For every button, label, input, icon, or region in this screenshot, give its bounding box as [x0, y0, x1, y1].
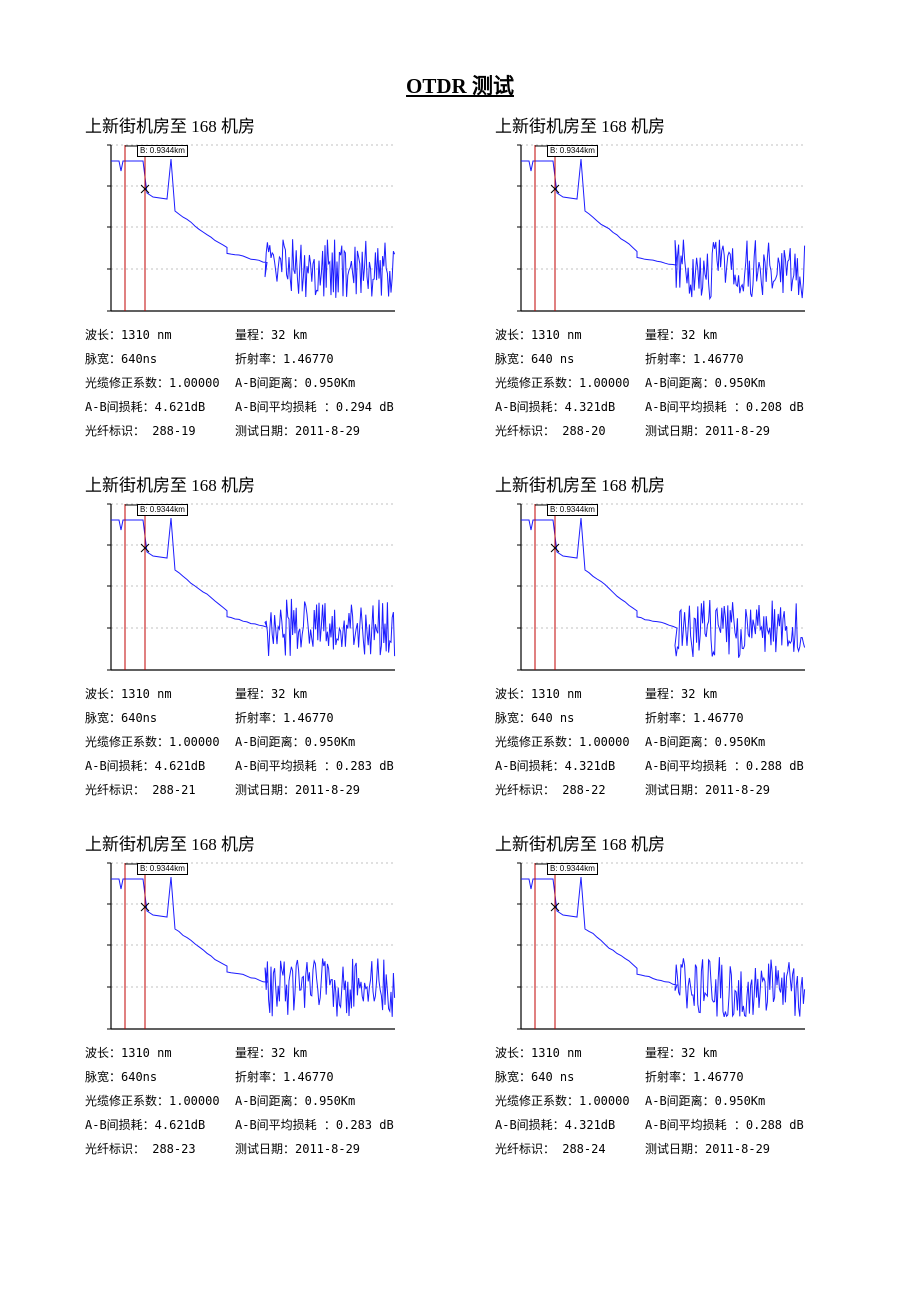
panel-title: 上新街机房至 168 机房: [495, 830, 835, 855]
refraction-field: 折射率：1.46770: [645, 706, 744, 730]
fiber-id-field: 光纤标识： 288-20: [495, 419, 645, 443]
fiber-id-field: 光纤标识： 288-19: [85, 419, 235, 443]
ab-avg-loss-field: A-B间平均损耗 ：0.288 dB: [645, 754, 804, 778]
ab-avg-loss-field: A-B间平均损耗 ：0.288 dB: [645, 1113, 804, 1137]
refraction-field: 折射率：1.46770: [235, 706, 334, 730]
otdr-panel: 上新街机房至 168 机房 B: 0.9344km 波长：1310 nm 量程：…: [85, 471, 425, 802]
cursor-b-label: B: 0.9344km: [137, 504, 188, 516]
corr-field: 光缆修正系数：1.00000: [85, 371, 235, 395]
panel-info: 波长：1310 nm 量程：32 km 脉宽：640 ns 折射率：1.4677…: [495, 1041, 835, 1161]
panel-info: 波长：1310 nm 量程：32 km 脉宽：640 ns 折射率：1.4677…: [495, 323, 835, 443]
ab-distance-field: A-B间距离：0.950Km: [645, 730, 765, 754]
ab-distance-field: A-B间距离：0.950Km: [235, 1089, 355, 1113]
wavelength-field: 波长：1310 nm: [85, 682, 235, 706]
refraction-field: 折射率：1.46770: [645, 1065, 744, 1089]
wavelength-field: 波长：1310 nm: [85, 1041, 235, 1065]
wavelength-field: 波长：1310 nm: [495, 1041, 645, 1065]
ab-loss-field: A-B间损耗：4.321dB: [495, 754, 645, 778]
fiber-id-field: 光纤标识： 288-21: [85, 778, 235, 802]
corr-field: 光缆修正系数：1.00000: [495, 371, 645, 395]
corr-field: 光缆修正系数：1.00000: [85, 730, 235, 754]
pulse-field: 脉宽：640 ns: [495, 706, 645, 730]
otdr-trace-chart: B: 0.9344km: [95, 141, 400, 317]
fiber-id-field: 光纤标识： 288-23: [85, 1137, 235, 1161]
ab-avg-loss-field: A-B间平均损耗 ：0.208 dB: [645, 395, 804, 419]
ab-avg-loss-field: A-B间平均损耗 ：0.283 dB: [235, 754, 394, 778]
panel-title: 上新街机房至 168 机房: [495, 112, 835, 137]
test-date-field: 测试日期：2011-8-29: [235, 1137, 360, 1161]
corr-field: 光缆修正系数：1.00000: [495, 730, 645, 754]
pulse-field: 脉宽：640 ns: [495, 347, 645, 371]
otdr-trace-chart: B: 0.9344km: [505, 859, 810, 1035]
ab-distance-field: A-B间距离：0.950Km: [235, 730, 355, 754]
pulse-field: 脉宽：640ns: [85, 347, 235, 371]
wavelength-field: 波长：1310 nm: [85, 323, 235, 347]
panel-title: 上新街机房至 168 机房: [85, 830, 425, 855]
refraction-field: 折射率：1.46770: [235, 1065, 334, 1089]
pulse-field: 脉宽：640ns: [85, 1065, 235, 1089]
corr-field: 光缆修正系数：1.00000: [85, 1089, 235, 1113]
ab-avg-loss-field: A-B间平均损耗 ：0.294 dB: [235, 395, 394, 419]
otdr-trace-chart: B: 0.9344km: [95, 859, 400, 1035]
range-field: 量程：32 km: [235, 682, 307, 706]
panel-title: 上新街机房至 168 机房: [85, 112, 425, 137]
panel-info: 波长：1310 nm 量程：32 km 脉宽：640 ns 折射率：1.4677…: [495, 682, 835, 802]
range-field: 量程：32 km: [645, 323, 717, 347]
ab-distance-field: A-B间距离：0.950Km: [645, 371, 765, 395]
otdr-trace-chart: B: 0.9344km: [95, 500, 400, 676]
panel-info: 波长：1310 nm 量程：32 km 脉宽：640ns 折射率：1.46770…: [85, 682, 425, 802]
ab-loss-field: A-B间损耗：4.621dB: [85, 754, 235, 778]
ab-avg-loss-field: A-B间平均损耗 ：0.283 dB: [235, 1113, 394, 1137]
ab-distance-field: A-B间距离：0.950Km: [645, 1089, 765, 1113]
range-field: 量程：32 km: [235, 323, 307, 347]
cursor-b-label: B: 0.9344km: [547, 145, 598, 157]
corr-field: 光缆修正系数：1.00000: [495, 1089, 645, 1113]
otdr-panel: 上新街机房至 168 机房 B: 0.9344km 波长：1310 nm 量程：…: [495, 830, 835, 1161]
ab-distance-field: A-B间距离：0.950Km: [235, 371, 355, 395]
ab-loss-field: A-B间损耗：4.321dB: [495, 395, 645, 419]
otdr-trace-chart: B: 0.9344km: [505, 500, 810, 676]
panel-info: 波长：1310 nm 量程：32 km 脉宽：640ns 折射率：1.46770…: [85, 323, 425, 443]
pulse-field: 脉宽：640 ns: [495, 1065, 645, 1089]
otdr-panel: 上新街机房至 168 机房 B: 0.9344km 波长：1310 nm 量程：…: [85, 112, 425, 443]
test-date-field: 测试日期：2011-8-29: [645, 419, 770, 443]
refraction-field: 折射率：1.46770: [235, 347, 334, 371]
otdr-panel: 上新街机房至 168 机房 B: 0.9344km 波长：1310 nm 量程：…: [495, 112, 835, 443]
fiber-id-field: 光纤标识： 288-22: [495, 778, 645, 802]
panel-info: 波长：1310 nm 量程：32 km 脉宽：640ns 折射率：1.46770…: [85, 1041, 425, 1161]
cursor-b-label: B: 0.9344km: [137, 863, 188, 875]
otdr-trace-chart: B: 0.9344km: [505, 141, 810, 317]
test-date-field: 测试日期：2011-8-29: [645, 1137, 770, 1161]
test-date-field: 测试日期：2011-8-29: [235, 778, 360, 802]
cursor-b-label: B: 0.9344km: [547, 504, 598, 516]
otdr-panel: 上新街机房至 168 机房 B: 0.9344km 波长：1310 nm 量程：…: [85, 830, 425, 1161]
cursor-b-label: B: 0.9344km: [137, 145, 188, 157]
ab-loss-field: A-B间损耗：4.321dB: [495, 1113, 645, 1137]
test-date-field: 测试日期：2011-8-29: [235, 419, 360, 443]
cursor-b-label: B: 0.9344km: [547, 863, 598, 875]
panel-grid: 上新街机房至 168 机房 B: 0.9344km 波长：1310 nm 量程：…: [85, 112, 835, 1161]
fiber-id-field: 光纤标识： 288-24: [495, 1137, 645, 1161]
range-field: 量程：32 km: [645, 682, 717, 706]
ab-loss-field: A-B间损耗：4.621dB: [85, 1113, 235, 1137]
page-title: OTDR 测试: [85, 70, 835, 100]
range-field: 量程：32 km: [235, 1041, 307, 1065]
range-field: 量程：32 km: [645, 1041, 717, 1065]
refraction-field: 折射率：1.46770: [645, 347, 744, 371]
panel-title: 上新街机房至 168 机房: [495, 471, 835, 496]
ab-loss-field: A-B间损耗：4.621dB: [85, 395, 235, 419]
wavelength-field: 波长：1310 nm: [495, 323, 645, 347]
test-date-field: 测试日期：2011-8-29: [645, 778, 770, 802]
otdr-panel: 上新街机房至 168 机房 B: 0.9344km 波长：1310 nm 量程：…: [495, 471, 835, 802]
pulse-field: 脉宽：640ns: [85, 706, 235, 730]
panel-title: 上新街机房至 168 机房: [85, 471, 425, 496]
wavelength-field: 波长：1310 nm: [495, 682, 645, 706]
